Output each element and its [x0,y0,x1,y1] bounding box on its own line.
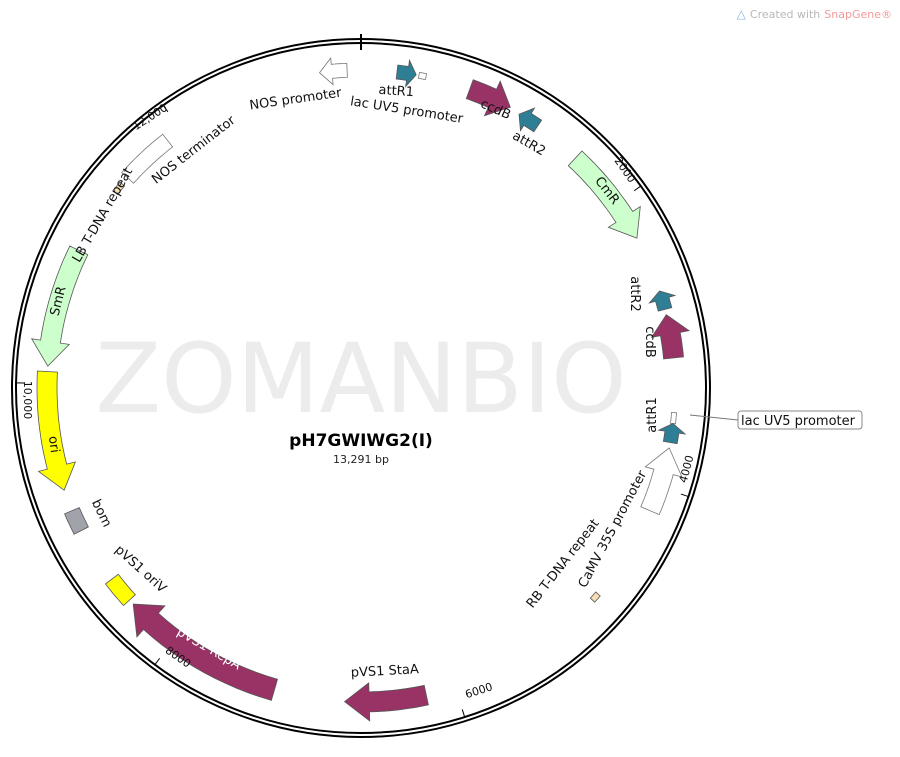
label-ccdb-right[interactable]: ccdB [642,326,657,357]
snapgene-credit: △ Created with SnapGene® [737,7,892,21]
label-attr2-right[interactable]: attR2 [627,276,642,311]
tick-label-10000: 10,000 [21,381,34,420]
feature-lac-uv5-promoter[interactable] [417,71,428,81]
label-bom[interactable]: bom [88,497,114,530]
tick-label-12000: 12,000 [130,101,169,133]
credit-brand: SnapGene® [824,7,892,21]
feature-ccdb[interactable] [465,79,511,117]
feature-cmr[interactable] [567,150,641,239]
tick-label-6000: 6000 [464,680,495,701]
watermark: ZOMANBIO [95,323,626,435]
tick-mark [633,185,642,192]
feature-camv-35s-promoter[interactable] [640,447,683,516]
feature-attr2[interactable] [518,107,543,133]
feature-pvs1-oriv[interactable] [104,573,136,607]
features [30,57,691,722]
label-attr1-right[interactable]: attR1 [645,397,660,432]
tick-mark [162,104,169,113]
plasmid-name: pH7GWIWG2(I) [289,431,433,451]
feature-smr[interactable] [30,245,89,367]
label-nos-promoter[interactable]: NOS promoter [249,86,343,114]
label-smr[interactable]: SmR [48,285,70,318]
feature-pvs1-staa[interactable] [343,682,429,722]
tick-marks [16,104,689,718]
label-pvs1-staa[interactable]: pVS1 StaA [350,662,419,681]
lac-uv5-callout-line [689,414,739,421]
feature-attr1[interactable] [657,423,687,445]
feature-lb-t-dna-repeat[interactable] [112,181,126,195]
plasmid-length: 13,291 bp [333,453,389,466]
feature-ccdb[interactable] [650,314,691,360]
tick-mark [461,709,466,718]
tick-mark [680,493,689,498]
feature-attr2[interactable] [648,290,677,312]
feature-nos-terminator[interactable] [121,133,174,184]
feature-nos-promoter[interactable] [318,57,348,86]
snapgene-logo-icon: △ [736,7,746,21]
label-attr1-top[interactable]: attR1 [378,83,414,100]
feature-rb-t-dna-repeat[interactable] [589,591,601,603]
label-attr2-top[interactable]: attR2 [510,129,548,160]
label-ori[interactable]: ori [45,435,62,454]
feature-ori[interactable] [36,370,77,491]
label-lac-uv5-right[interactable]: lac UV5 promoter [741,414,856,429]
tick-mark [154,657,161,665]
feature-pvs1-repa[interactable] [132,603,278,701]
feature-attr1[interactable] [395,58,417,88]
feature-bom[interactable] [64,507,89,535]
feature-lac-uv5-promoter[interactable] [670,411,677,425]
credit-prefix: Created with [749,7,821,21]
